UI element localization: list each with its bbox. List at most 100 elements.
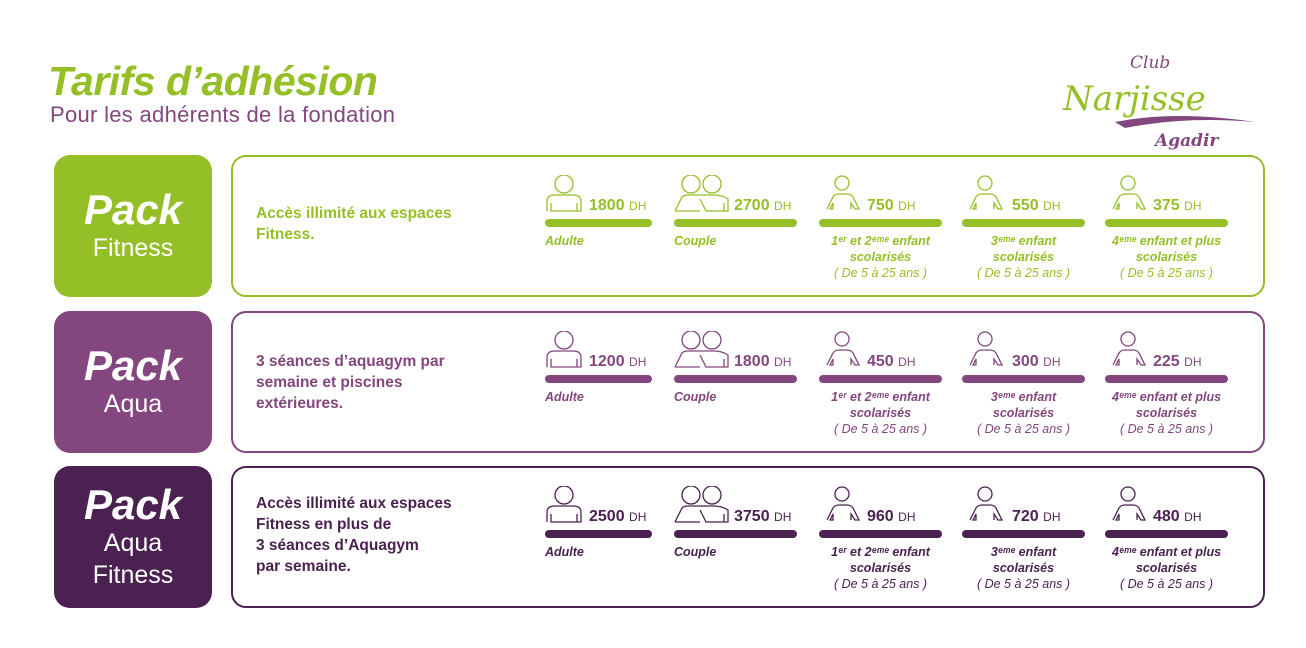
- price: 2500 DH: [589, 508, 646, 526]
- page-subtitle: Pour les adhérents de la fondation: [50, 102, 396, 127]
- child-icon: [1112, 486, 1147, 521]
- adult-icon: [546, 486, 582, 523]
- pack-description: Accès illimité aux espaces Fitness en pl…: [256, 495, 452, 575]
- tier-label: Adulte: [545, 544, 584, 560]
- currency: DH: [1043, 199, 1061, 213]
- tier-label-text: Adulte: [545, 390, 584, 404]
- age-note: ( De 5 à 25 ans ): [1119, 577, 1214, 591]
- price: 375 DH: [1153, 197, 1202, 215]
- tier-couple: 1800 DH Couple: [674, 331, 797, 451]
- price-value: 375: [1153, 197, 1180, 214]
- tier-label-text: 3ᵉᵐᵉ enfant scolarisés: [990, 234, 1057, 264]
- pack-row: Pack Aqua 3 séances d’aquagym par semain…: [0, 311, 1306, 453]
- tier-label-text: 3ᵉᵐᵉ enfant scolarisés: [990, 390, 1057, 420]
- currency: DH: [774, 199, 792, 213]
- adult-icon: [546, 331, 582, 368]
- tier-child-1-2: 450 DH 1ᵉʳ et 2ᵉᵐᵉ enfant scolarisés ( De…: [819, 331, 942, 451]
- couple-icon: [674, 486, 729, 523]
- tier-label-text: 1ᵉʳ et 2ᵉᵐᵉ enfant scolarisés: [831, 545, 930, 575]
- price-value: 960: [867, 508, 894, 525]
- currency: DH: [1184, 355, 1202, 369]
- pack-row: Pack Fitness Accès illimité aux espaces …: [0, 155, 1306, 297]
- currency: DH: [629, 510, 647, 524]
- price-bar: [545, 375, 652, 383]
- tier-label-text: 4ᵉᵐᵉ enfant et plus scolarisés: [1111, 234, 1222, 264]
- tier-couple: 2700 DH Couple: [674, 175, 797, 295]
- tier-adult: 1200 DH Adulte: [545, 331, 652, 451]
- price: 720 DH: [1012, 508, 1061, 526]
- pack-word: Pack: [83, 342, 183, 389]
- age-note: ( De 5 à 25 ans ): [1119, 266, 1214, 280]
- currency: DH: [629, 199, 647, 213]
- pack-description: 3 séances d’aquagym par semaine et pisci…: [256, 353, 445, 412]
- pack-row: Pack Aqua Fitness Accès illimité aux esp…: [0, 466, 1306, 608]
- tier-label-text: 1ᵉʳ et 2ᵉᵐᵉ enfant scolarisés: [831, 390, 930, 420]
- price-value: 1200: [589, 353, 625, 370]
- pack-label: Pack Aqua Fitness: [54, 466, 212, 608]
- price: 3750 DH: [734, 508, 791, 526]
- logo-narjisse: Narjisse: [1062, 79, 1206, 119]
- tier-child-4-plus: 375 DH 4ᵉᵐᵉ enfant et plus scolarisés ( D…: [1105, 175, 1228, 295]
- currency: DH: [898, 199, 916, 213]
- price-value: 450: [867, 353, 894, 370]
- price-bar: [819, 530, 942, 538]
- tier-child-4-plus: 225 DH 4ᵉᵐᵉ enfant et plus scolarisés ( D…: [1105, 331, 1228, 451]
- price-bar: [962, 219, 1085, 227]
- pack-name: Aqua: [103, 390, 163, 418]
- age-note: ( De 5 à 25 ans ): [1119, 422, 1214, 436]
- currency: DH: [629, 355, 647, 369]
- tier-label-text: Couple: [674, 390, 717, 404]
- price: 750 DH: [867, 197, 916, 215]
- tier-label: Couple: [674, 544, 716, 560]
- price: 550 DH: [1012, 197, 1061, 215]
- price-bar: [962, 530, 1085, 538]
- logo-agadir: Agadir: [1153, 131, 1219, 150]
- currency: DH: [898, 510, 916, 524]
- tier-couple: 3750 DH Couple: [674, 486, 797, 606]
- tier-label: Couple: [674, 233, 716, 249]
- pack-details: 3 séances d’aquagym par semaine et pisci…: [231, 311, 1265, 453]
- price-bar: [819, 375, 942, 383]
- page-title: Tarifs d’adhésion: [48, 58, 378, 104]
- age-note: ( De 5 à 25 ans ): [833, 422, 928, 436]
- price-value: 225: [1153, 353, 1180, 370]
- price-bar: [1105, 375, 1228, 383]
- couple-icon: [674, 331, 729, 368]
- tier-label-text: Couple: [674, 234, 717, 248]
- price-value: 750: [867, 197, 894, 214]
- pack-word: Pack: [83, 186, 183, 233]
- price-value: 1800: [734, 353, 770, 370]
- age-note: ( De 5 à 25 ans ): [976, 422, 1071, 436]
- child-icon: [969, 486, 1004, 521]
- price-value: 2500: [589, 508, 625, 525]
- child-icon: [1112, 331, 1147, 366]
- tier-label: 1ᵉʳ et 2ᵉᵐᵉ enfant scolarisés ( De 5 à 25…: [811, 544, 950, 592]
- tier-label-text: Adulte: [545, 545, 584, 559]
- currency: DH: [774, 510, 792, 524]
- currency: DH: [1184, 510, 1202, 524]
- price-bar: [674, 530, 797, 538]
- price-bar: [674, 375, 797, 383]
- price-value: 550: [1012, 197, 1039, 214]
- price: 300 DH: [1012, 353, 1061, 371]
- couple-icon: [674, 175, 729, 212]
- tier-label-text: 1ᵉʳ et 2ᵉᵐᵉ enfant scolarisés: [831, 234, 930, 264]
- child-icon: [969, 331, 1004, 366]
- age-note: ( De 5 à 25 ans ): [976, 266, 1071, 280]
- price: 1200 DH: [589, 353, 646, 371]
- price: 450 DH: [867, 353, 916, 371]
- pack-label: Pack Fitness: [54, 155, 212, 297]
- price-bar: [545, 530, 652, 538]
- logo-club: Club: [1130, 53, 1170, 73]
- tier-adult: 2500 DH Adulte: [545, 486, 652, 606]
- price-value: 3750: [734, 508, 770, 525]
- pack-details: Accès illimité aux espaces Fitness. 1800…: [231, 155, 1265, 297]
- child-icon: [826, 331, 861, 366]
- price: 480 DH: [1153, 508, 1202, 526]
- tier-child-3: 720 DH 3ᵉᵐᵉ enfant scolarisés ( De 5 à 25…: [962, 486, 1085, 606]
- tier-child-3: 550 DH 3ᵉᵐᵉ enfant scolarisés ( De 5 à 25…: [962, 175, 1085, 295]
- price-bar: [1105, 530, 1228, 538]
- adult-icon: [546, 175, 582, 212]
- child-icon: [969, 175, 1004, 210]
- price-value: 2700: [734, 197, 770, 214]
